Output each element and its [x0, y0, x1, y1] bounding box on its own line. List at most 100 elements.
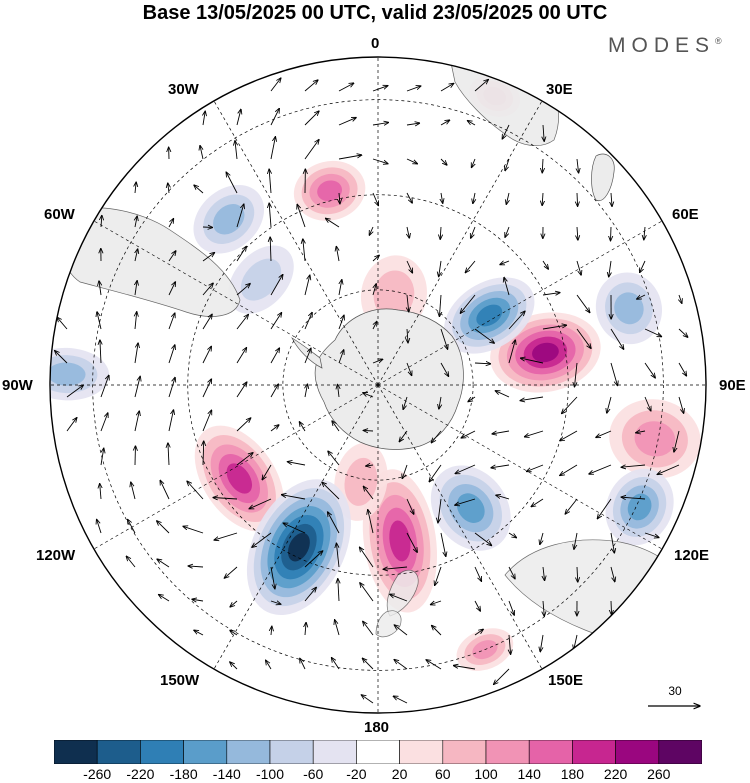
wind-arrow: [168, 345, 175, 364]
wind-arrow: [325, 218, 340, 228]
wind-arrow: [304, 348, 311, 364]
latitude-circle: [282, 289, 474, 481]
colorbar-label: -220: [126, 766, 155, 782]
wind-arrow: [610, 362, 618, 386]
wind-arrow: [335, 620, 340, 636]
colorbar-swatch: [658, 740, 702, 764]
landmasses: [58, 57, 701, 651]
wind-arrow: [474, 600, 480, 611]
wind-arrow: [542, 158, 543, 173]
wind-arrow: [157, 559, 170, 568]
lon-label-90w: 90W: [2, 377, 33, 394]
wind-arrow: [406, 123, 420, 125]
colorbar-label: 260: [647, 766, 671, 782]
wind-arrow: [305, 622, 306, 636]
wind-arrow: [270, 313, 282, 330]
wind-arrow: [644, 328, 662, 337]
colorbar-swatch: [183, 740, 228, 764]
wind-arrow: [236, 418, 251, 432]
wind-arrow: [213, 497, 238, 499]
wind-arrow: [202, 283, 213, 296]
meridian: [377, 100, 543, 386]
wind-arrow: [183, 526, 204, 534]
wind-arrow: [609, 260, 611, 277]
wind-arrow: [159, 594, 170, 602]
wind-arrow: [202, 346, 211, 364]
wind-arrow: [621, 465, 646, 467]
wind-arrow: [304, 551, 323, 568]
wind-arrow: [300, 658, 306, 670]
wind-arrow: [540, 532, 543, 545]
anomaly-blob: [246, 479, 351, 616]
colorbar-swatch: [140, 740, 184, 764]
wind-arrow: [440, 532, 446, 557]
wind-arrow: [270, 78, 281, 92]
wind-arrow: [460, 294, 476, 313]
wind-arrow: [338, 118, 356, 126]
wind-arrow: [236, 204, 244, 228]
wind-arrow: [202, 253, 215, 262]
south-america: [58, 207, 241, 317]
wind-arrow: [230, 600, 238, 607]
wind-arrow: [577, 158, 579, 173]
lon-label-30e: 30E: [546, 81, 573, 98]
lon-label-150w: 150W: [160, 672, 200, 689]
anomaly-contour: [226, 463, 253, 494]
wind-arrow: [644, 226, 645, 240]
wind-arrow: [270, 425, 279, 432]
map-title: Base 13/05/2025 00 UTC, valid 23/05/2025…: [142, 2, 608, 24]
wind-arrow: [372, 86, 388, 92]
meridian: [377, 384, 663, 550]
wind-arrow: [474, 79, 488, 92]
wind-arrow: [336, 543, 339, 568]
wind-arrow: [576, 294, 590, 313]
wind-arrow: [363, 621, 374, 636]
colorbar-label: -260: [83, 766, 112, 782]
wind-arrow: [473, 192, 475, 204]
wind-arrow: [360, 583, 374, 602]
wind-arrow: [135, 281, 137, 296]
wind-arrow: [235, 141, 237, 160]
wind-arrow: [407, 294, 409, 312]
wind-arrow: [455, 464, 476, 474]
wind-arrow: [270, 348, 279, 364]
wind-arrow: [505, 226, 510, 237]
wind-arrow: [252, 532, 272, 547]
wind-arrow: [331, 657, 340, 670]
wind-arrow: [373, 321, 377, 330]
anomaly-contour: [614, 292, 644, 325]
anomaly-contour: [373, 270, 415, 319]
wind-arrow: [508, 566, 515, 579]
wind-arrow: [360, 547, 374, 568]
meridian: [93, 220, 379, 386]
wind-arrow: [526, 464, 544, 471]
wind-arrow: [304, 80, 318, 92]
wind-arrow: [363, 486, 374, 500]
wind-arrow: [283, 523, 306, 534]
wind-arrow: [203, 441, 204, 466]
wind-arrow: [508, 340, 515, 364]
wind-arrow: [508, 532, 517, 538]
wind-arrow: [468, 396, 476, 402]
wind-arrow: [332, 421, 340, 432]
brand-logo: MODES®: [608, 34, 722, 58]
wind-arrow: [455, 498, 476, 505]
wind-arrow: [269, 169, 271, 194]
wind-arrow: [678, 396, 684, 413]
wind-arrow: [461, 430, 476, 438]
wind-arrow: [194, 630, 204, 636]
wind-arrow: [366, 465, 374, 466]
wind-arrow: [168, 313, 175, 330]
lon-label-30w: 30W: [168, 81, 199, 98]
wind-arrow: [406, 260, 412, 273]
wind-arrow: [491, 465, 510, 468]
wind-arrow: [338, 579, 339, 602]
wind-arrow: [338, 83, 354, 92]
wind-arrow: [168, 251, 176, 262]
wind-arrow: [287, 462, 306, 466]
anomaly-contour: [317, 180, 343, 202]
anomaly-blob: [605, 468, 674, 546]
wind-arrow: [574, 362, 577, 387]
wind-arrow: [270, 108, 279, 126]
wind-arrow: [505, 158, 510, 171]
